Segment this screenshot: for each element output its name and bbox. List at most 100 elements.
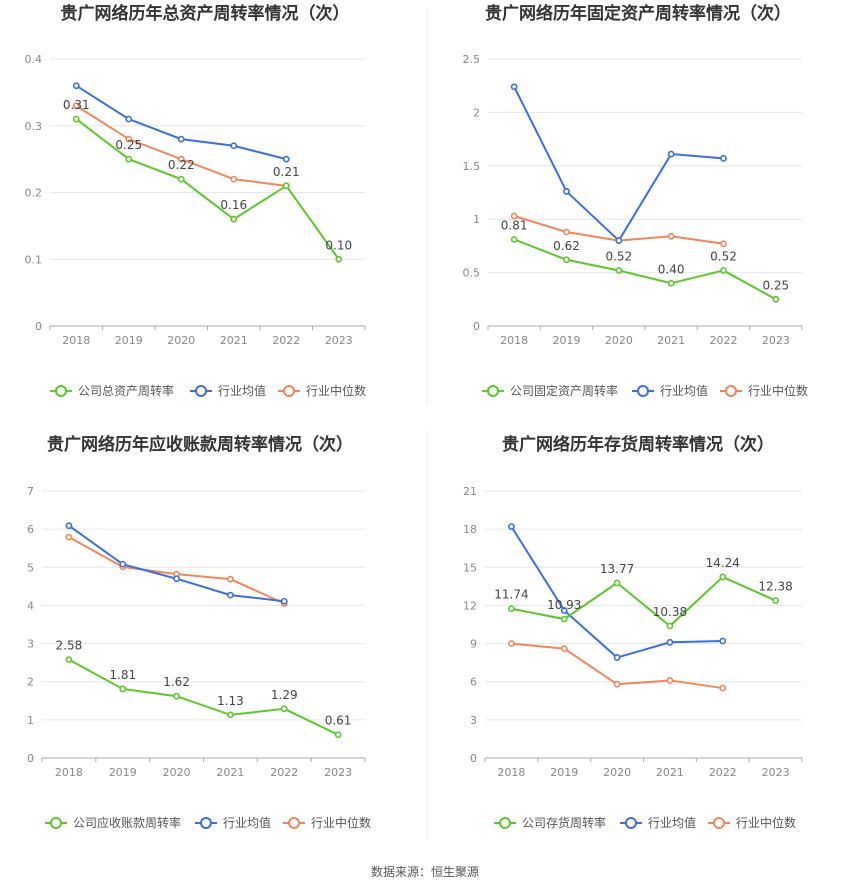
data-point-avg[interactable] bbox=[563, 188, 570, 195]
data-point-company[interactable] bbox=[510, 236, 518, 243]
data-label: 0.22 bbox=[168, 158, 195, 172]
series-line-avg bbox=[513, 86, 724, 243]
data-point-median[interactable] bbox=[227, 575, 234, 583]
data-point-company[interactable] bbox=[560, 615, 568, 623]
data-point-avg[interactable] bbox=[227, 591, 234, 599]
legend-item-avg[interactable]: 行业均值 bbox=[620, 815, 696, 830]
data-point-avg[interactable] bbox=[72, 82, 80, 90]
legend-item-avg[interactable]: 行业均值 bbox=[190, 383, 266, 398]
data-point-avg[interactable] bbox=[230, 142, 238, 150]
data-point-company[interactable] bbox=[615, 267, 623, 274]
data-point-company[interactable] bbox=[335, 255, 343, 263]
data-label: 12.38 bbox=[758, 580, 792, 594]
data-label: 0.52 bbox=[710, 249, 737, 263]
y-tick-label: 2 bbox=[27, 676, 34, 689]
data-label: 0.16 bbox=[220, 198, 247, 212]
data-point-median[interactable] bbox=[719, 684, 727, 692]
data-point-avg[interactable] bbox=[177, 135, 185, 143]
y-tick-label: 0 bbox=[473, 320, 480, 333]
data-point-avg[interactable] bbox=[282, 155, 290, 163]
legend-item-median[interactable]: 行业中位数 bbox=[278, 383, 366, 398]
data-point-company[interactable] bbox=[125, 155, 133, 163]
y-tick-label: 6 bbox=[470, 676, 477, 689]
legend-item-company[interactable]: 公司应收账款周转率 bbox=[45, 815, 181, 830]
legend-label: 公司总资产周转率 bbox=[78, 383, 174, 398]
data-point-avg[interactable] bbox=[667, 150, 675, 158]
data-point-avg[interactable] bbox=[173, 575, 180, 583]
data-label: 10.38 bbox=[653, 605, 687, 619]
data-point-avg[interactable] bbox=[65, 522, 73, 530]
data-point-company[interactable] bbox=[72, 115, 80, 123]
legend-marker-icon bbox=[637, 385, 649, 397]
data-point-avg[interactable] bbox=[720, 154, 727, 162]
data-point-company[interactable] bbox=[173, 692, 180, 700]
data-point-avg[interactable] bbox=[719, 637, 727, 645]
data-point-median[interactable] bbox=[666, 677, 674, 684]
data-point-company[interactable] bbox=[719, 573, 727, 581]
legend-marker-icon bbox=[725, 385, 737, 397]
legend-item-median[interactable]: 行业中位数 bbox=[720, 383, 808, 398]
chart-title: 贵广网络历年总资产周转率情况（次） bbox=[61, 3, 350, 24]
legend-item-avg[interactable]: 行业均值 bbox=[632, 383, 708, 398]
data-point-avg[interactable] bbox=[280, 597, 288, 605]
data-label: 0.40 bbox=[658, 262, 685, 276]
data-point-avg[interactable] bbox=[125, 115, 133, 123]
legend-item-avg[interactable]: 行业均值 bbox=[195, 815, 271, 830]
data-point-company[interactable] bbox=[280, 705, 288, 713]
data-point-avg[interactable] bbox=[508, 523, 515, 530]
data-point-median[interactable] bbox=[72, 102, 80, 110]
data-point-avg[interactable] bbox=[613, 654, 621, 661]
data-point-median[interactable] bbox=[65, 533, 73, 541]
data-point-company[interactable] bbox=[334, 731, 342, 739]
x-tick-label: 2023 bbox=[762, 766, 790, 779]
data-point-company[interactable] bbox=[230, 215, 238, 223]
data-point-company[interactable] bbox=[666, 622, 674, 630]
data-point-median[interactable] bbox=[125, 135, 133, 143]
data-point-median[interactable] bbox=[510, 212, 518, 220]
data-point-company[interactable] bbox=[119, 685, 127, 693]
legend-marker-icon bbox=[200, 817, 212, 829]
data-point-avg[interactable] bbox=[666, 638, 674, 646]
data-label: 0.10 bbox=[325, 238, 352, 252]
series-line-avg bbox=[510, 526, 723, 659]
data-point-company[interactable] bbox=[508, 605, 515, 613]
data-point-median[interactable] bbox=[720, 240, 727, 248]
data-point-median[interactable] bbox=[613, 680, 621, 688]
data-point-median[interactable] bbox=[230, 175, 238, 183]
legend-label: 公司应收账款周转率 bbox=[73, 815, 181, 830]
legend-item-median[interactable]: 行业中位数 bbox=[283, 815, 371, 830]
x-tick-label: 2018 bbox=[500, 334, 528, 347]
data-point-company[interactable] bbox=[177, 175, 185, 183]
data-label: 0.81 bbox=[501, 218, 528, 232]
data-point-median[interactable] bbox=[563, 228, 570, 236]
data-point-avg[interactable] bbox=[560, 607, 568, 614]
data-point-company[interactable] bbox=[563, 256, 570, 264]
data-point-avg[interactable] bbox=[510, 83, 518, 91]
data-point-company[interactable] bbox=[667, 279, 675, 287]
data-point-company[interactable] bbox=[282, 182, 290, 190]
data-point-median[interactable] bbox=[508, 640, 515, 647]
y-tick-label: 0.1 bbox=[25, 253, 43, 266]
data-point-company[interactable] bbox=[720, 267, 727, 274]
data-point-median[interactable] bbox=[667, 232, 675, 240]
data-point-median[interactable] bbox=[177, 155, 185, 163]
legend-item-company[interactable]: 公司存货周转率 bbox=[494, 815, 606, 830]
legend-marker-icon bbox=[288, 817, 300, 829]
data-point-company[interactable] bbox=[772, 597, 779, 604]
data-point-company[interactable] bbox=[65, 656, 73, 663]
legend-item-company[interactable]: 公司固定资产周转率 bbox=[482, 383, 618, 398]
data-point-avg[interactable] bbox=[615, 237, 623, 244]
series-line-company bbox=[513, 238, 777, 301]
data-point-avg[interactable] bbox=[119, 560, 127, 568]
data-point-median[interactable] bbox=[560, 645, 568, 653]
chart-title: 贵广网络历年存货周转率情况（次） bbox=[502, 434, 774, 455]
legend-item-company[interactable]: 公司总资产周转率 bbox=[50, 383, 174, 398]
data-point-company[interactable] bbox=[227, 711, 234, 719]
x-tick-label: 2020 bbox=[603, 766, 631, 779]
data-label: 11.74 bbox=[494, 588, 528, 602]
data-point-company[interactable] bbox=[613, 579, 621, 587]
data-point-company[interactable] bbox=[772, 295, 780, 303]
legend-item-median[interactable]: 行业中位数 bbox=[708, 815, 796, 830]
y-tick-label: 0.3 bbox=[25, 120, 43, 133]
